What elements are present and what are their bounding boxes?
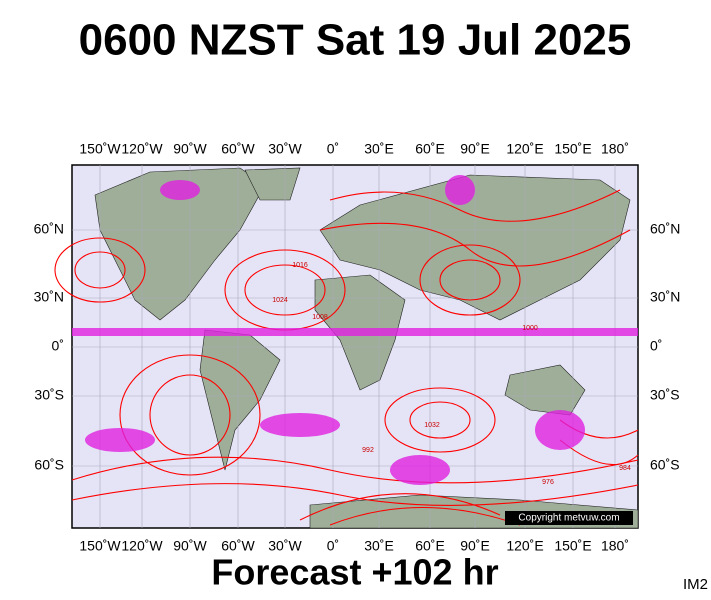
longitude-label-bottom: 30˚W	[268, 538, 302, 554]
longitude-label-bottom: 0˚	[327, 538, 339, 554]
longitude-label-top: 30˚W	[268, 141, 302, 157]
longitude-label-top: 30˚E	[364, 141, 394, 157]
longitude-label-top: 60˚W	[221, 141, 255, 157]
isobar-label: 1032	[424, 422, 440, 429]
isobar-label: 992	[362, 447, 374, 454]
isobar-label: 984	[619, 465, 631, 472]
latitude-label-right: 60˚S	[650, 457, 680, 473]
latitude-label-right: 0˚	[650, 338, 662, 354]
longitude-label-top: 0˚	[327, 141, 339, 157]
isobar-label: 1000	[522, 325, 538, 332]
longitude-label-bottom: 60˚W	[221, 538, 255, 554]
forecast-label: Forecast +102 hr	[211, 552, 498, 593]
latitude-label-left: 0˚	[52, 338, 64, 354]
isobar-label: 1024	[272, 297, 288, 304]
longitude-label-bottom: 120˚W	[121, 538, 163, 554]
latitude-label-right: 30˚N	[650, 289, 680, 305]
longitude-label-top: 150˚E	[554, 141, 591, 157]
longitude-label-top: 120˚E	[506, 141, 543, 157]
longitude-label-bottom: 30˚E	[364, 538, 394, 554]
longitude-label-bottom: 90˚W	[173, 538, 207, 554]
isobars	[54, 189, 639, 526]
longitude-label-bottom: 120˚E	[506, 538, 543, 554]
longitude-label-bottom: 150˚E	[554, 538, 591, 554]
longitude-label-bottom: 90˚E	[460, 538, 490, 554]
isobar-labels: 1024 1016 1008 1000 1032 992 976 984	[272, 262, 631, 486]
latitude-label-left: 30˚N	[34, 289, 64, 305]
latitude-label-right: 30˚S	[650, 387, 680, 403]
longitude-label-top: 90˚W	[173, 141, 207, 157]
copyright: Copyright metvuw.com	[518, 513, 619, 524]
latitude-label-left: 30˚S	[34, 387, 64, 403]
isobar-label: 1016	[292, 262, 308, 269]
precipitation	[72, 175, 638, 485]
image-id: IM2	[683, 576, 708, 593]
latitude-label-left: 60˚S	[34, 457, 64, 473]
longitude-label-bottom: 150˚W	[79, 538, 121, 554]
longitude-label-top: 60˚E	[415, 141, 445, 157]
isobar-label: 1008	[312, 314, 328, 321]
latitude-label-left: 60˚N	[34, 221, 64, 237]
latitude-label-right: 60˚N	[650, 221, 680, 237]
longitude-label-bottom: 180˚	[601, 538, 629, 554]
longitude-label-top: 180˚	[601, 141, 629, 157]
map: 1024 1016 1008 1000 1032 992 976 984 Copyright …	[54, 164, 639, 529]
isobar-label: 976	[542, 479, 554, 486]
title: 0600 NZST Sat 19 Jul 2025	[79, 16, 632, 65]
longitude-label-top: 90˚E	[460, 141, 490, 157]
graticule	[72, 165, 638, 528]
longitude-label-top: 150˚W	[79, 141, 121, 157]
copyright-box	[505, 511, 633, 525]
longitude-label-top: 120˚W	[121, 141, 163, 157]
longitude-label-bottom: 60˚E	[415, 538, 445, 554]
